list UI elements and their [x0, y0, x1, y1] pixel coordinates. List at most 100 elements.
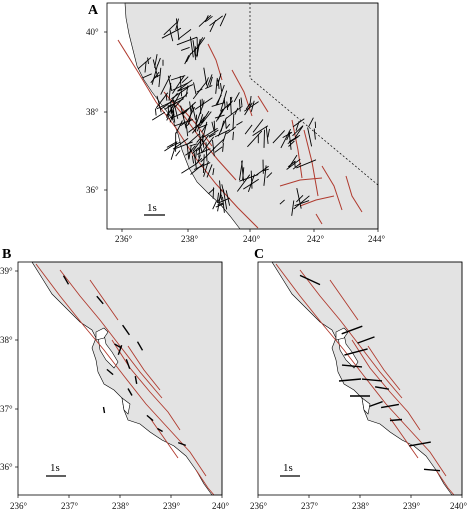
splitting-bar — [239, 174, 259, 182]
panel-a-x-tick-0: 236° — [115, 234, 133, 244]
splitting-bar — [205, 77, 209, 84]
panel-a-letter: A — [88, 3, 99, 18]
splitting-bar — [244, 102, 253, 116]
splitting-bar — [195, 149, 198, 159]
splitting-bar — [243, 178, 259, 190]
splitting-bar — [206, 164, 213, 178]
panel-b-letter: B — [2, 247, 11, 262]
splitting-bar — [191, 147, 200, 154]
panel-b-y-tick-0: 39° — [0, 266, 13, 276]
splitting-bar — [202, 136, 215, 152]
splitting-bar — [208, 188, 215, 195]
splitting-bar — [217, 202, 224, 206]
splitting-bar — [225, 123, 231, 129]
panel-b-x-tick-2: 238° — [112, 501, 130, 511]
splitting-bar — [369, 400, 383, 408]
splitting-bar — [409, 441, 431, 447]
splitting-bar — [169, 29, 174, 42]
panel-c-x-tick-3: 239° — [403, 501, 421, 511]
splitting-bar — [151, 111, 166, 121]
splitting-bar — [215, 203, 224, 208]
splitting-bar — [212, 201, 217, 210]
splitting-bar — [185, 124, 189, 137]
panel-b-x-tick-4: 240° — [212, 501, 230, 511]
splitting-bar — [117, 345, 123, 355]
splitting-bar — [225, 119, 227, 129]
splitting-bar — [193, 152, 197, 169]
splitting-bar — [127, 388, 133, 396]
splitting-bar — [308, 117, 314, 128]
splitting-bar — [313, 128, 316, 140]
splitting-bar — [189, 36, 194, 58]
splitting-bar — [122, 324, 130, 336]
splitting-bar — [181, 76, 189, 84]
panel-b-faults — [35, 263, 215, 496]
splitting-bar — [154, 108, 157, 116]
splitting-bar — [423, 468, 441, 472]
panel-a-faults — [117, 39, 363, 229]
splitting-bar — [180, 121, 187, 127]
splitting-bar — [222, 196, 225, 213]
splitting-bar — [344, 348, 368, 356]
splitting-bar — [217, 192, 220, 202]
splitting-bar — [202, 127, 218, 139]
splitting-bar — [175, 141, 193, 149]
panel-b-monterey-bay — [121, 397, 131, 415]
splitting-bar — [153, 74, 161, 79]
splitting-bar — [242, 167, 245, 181]
splitting-bar — [216, 195, 223, 204]
splitting-bar — [146, 414, 154, 422]
splitting-bar — [169, 92, 181, 112]
splitting-bar — [296, 188, 302, 209]
panel-a-x-tick-4: 244° — [368, 234, 386, 244]
splitting-bar — [186, 53, 192, 63]
splitting-bar — [176, 36, 198, 46]
splitting-bar — [266, 172, 273, 179]
splitting-bar — [341, 364, 363, 368]
panel-b-y-tick-3: 36° — [0, 462, 13, 472]
panel-a-ticks — [104, 31, 379, 232]
panel-b-x-tick-0: 236° — [10, 501, 28, 511]
splitting-bar — [216, 84, 225, 106]
splitting-bar — [172, 82, 189, 91]
splitting-bar — [226, 126, 237, 135]
panel-b-splitting-bars — [62, 275, 187, 447]
splitting-bar — [152, 59, 159, 78]
splitting-bar — [229, 96, 232, 115]
panel-a-state-border — [249, 3, 379, 186]
splitting-bar — [244, 101, 259, 112]
splitting-bar — [160, 99, 175, 110]
splitting-bar — [296, 194, 304, 203]
splitting-bar — [214, 146, 223, 153]
splitting-bar — [144, 61, 147, 73]
splitting-bar — [180, 46, 190, 51]
panel-b-y-tick-1: 38° — [0, 335, 13, 345]
splitting-bar — [151, 64, 159, 85]
splitting-bar — [295, 120, 300, 131]
splitting-bar — [197, 134, 209, 151]
splitting-bar — [389, 418, 403, 422]
splitting-bar — [211, 102, 225, 107]
splitting-bar — [279, 199, 285, 205]
splitting-bar — [292, 125, 304, 137]
panel-a-frame — [106, 2, 379, 230]
splitting-bar — [232, 131, 234, 141]
splitting-bar — [172, 96, 185, 103]
splitting-bar — [189, 46, 198, 56]
panel-a-splitting-bars — [137, 13, 317, 216]
splitting-bar — [177, 84, 194, 92]
splitting-bar — [239, 160, 243, 181]
splitting-bar — [205, 15, 213, 22]
splitting-bar — [220, 83, 223, 92]
splitting-bar — [160, 74, 172, 95]
panel-c-letter: C — [254, 247, 264, 262]
splitting-bar — [222, 143, 224, 152]
splitting-bar — [171, 105, 175, 113]
splitting-bar — [177, 29, 192, 40]
splitting-bar — [205, 85, 213, 90]
splitting-bar — [225, 105, 243, 120]
panel-c-x-tick-1: 237° — [301, 501, 319, 511]
splitting-bar — [288, 134, 301, 143]
splitting-bar — [170, 75, 186, 81]
